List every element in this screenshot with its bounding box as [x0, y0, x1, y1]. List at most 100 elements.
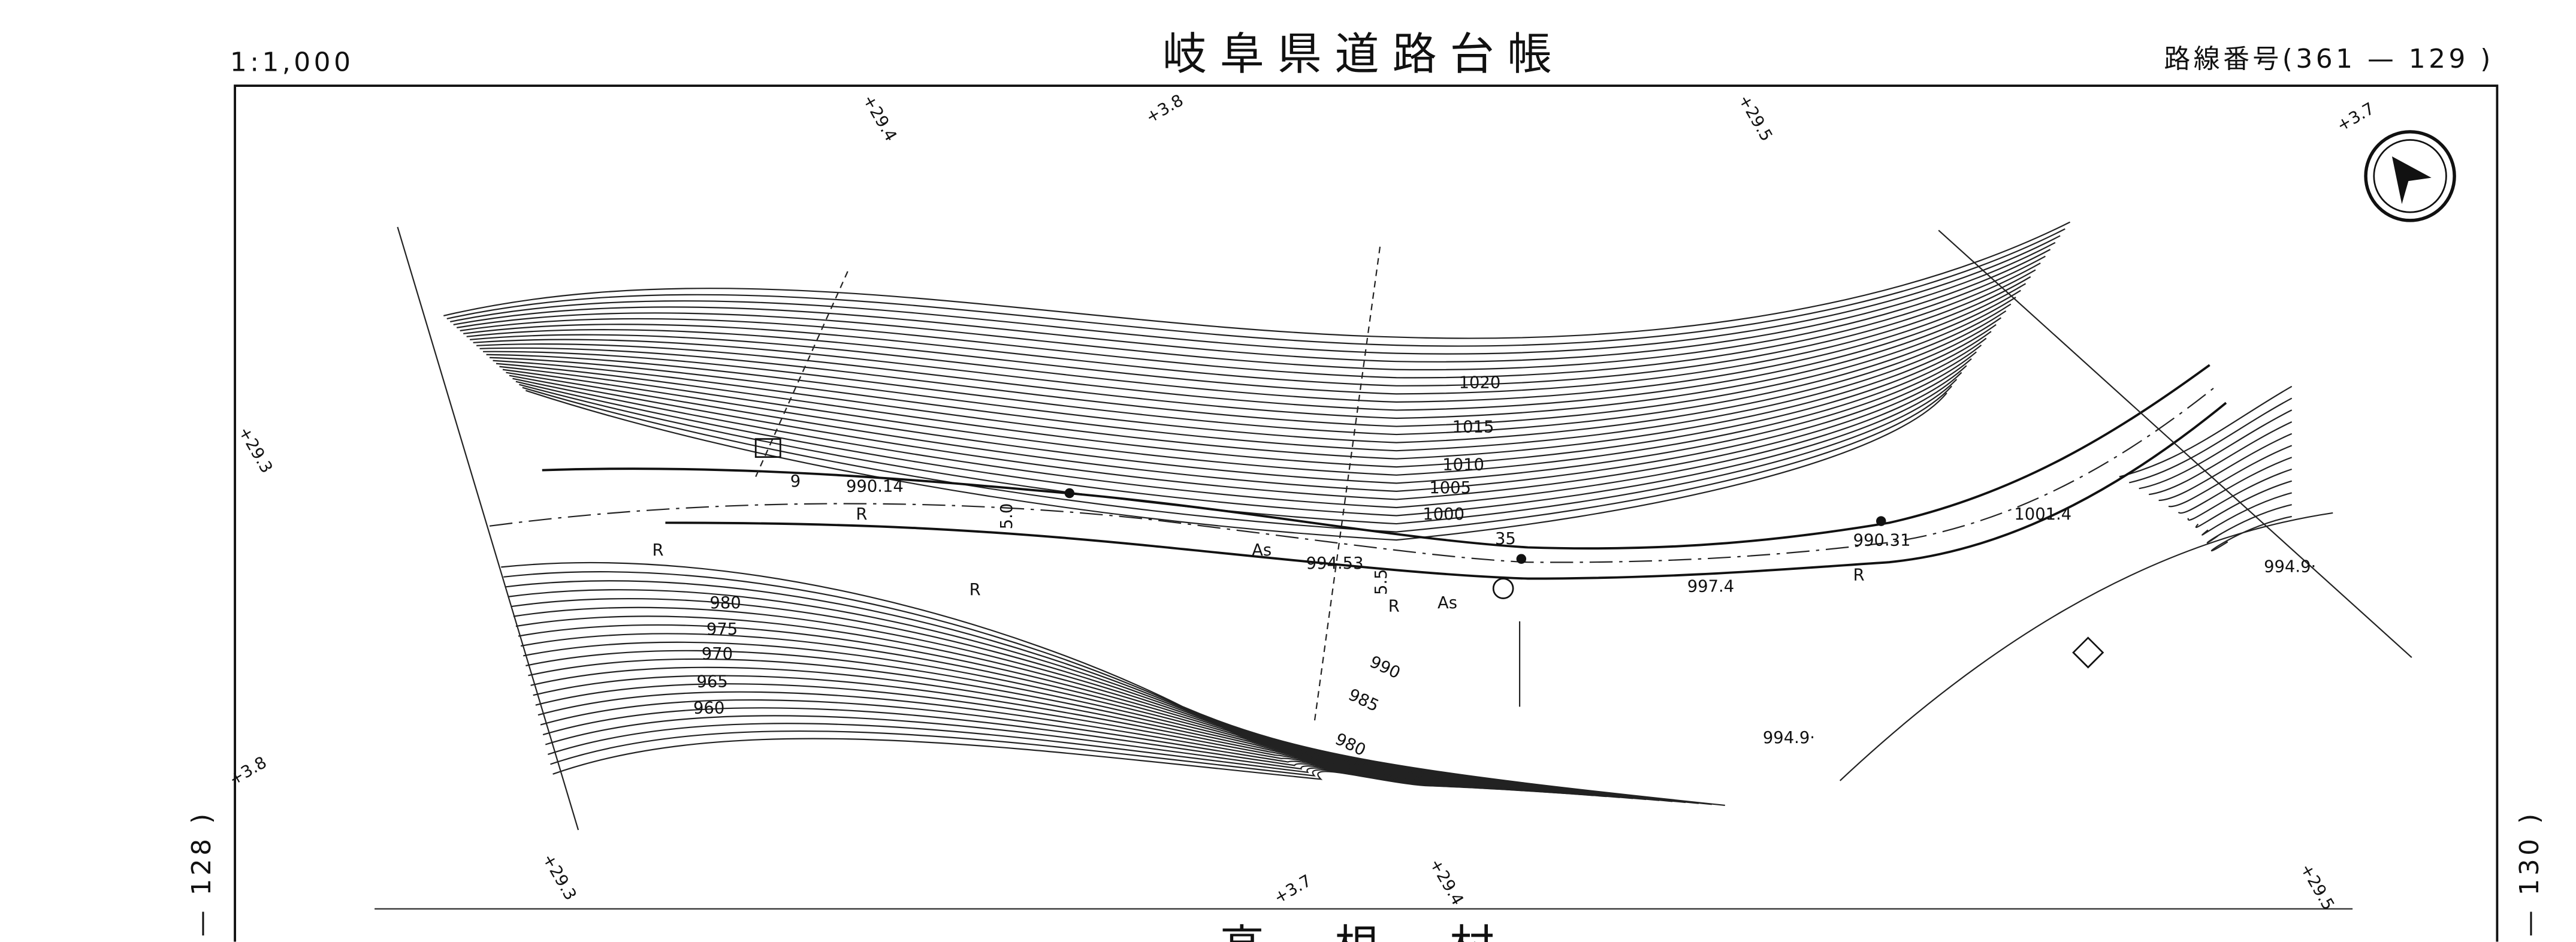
- elevation: 990.31: [1853, 532, 1911, 550]
- contour-line: [520, 633, 1620, 798]
- adjacent-sheet-left: — 128 ): [186, 810, 217, 937]
- annotation: 5.5: [1372, 569, 1391, 595]
- contour-line: [513, 606, 1660, 801]
- contour-line: [489, 317, 2002, 452]
- contour-line: [512, 365, 1967, 509]
- annotation: As: [1252, 541, 1272, 560]
- dashed-line: [755, 246, 1381, 724]
- contour-line: [2119, 385, 2293, 478]
- contour-line: [483, 303, 2012, 436]
- contour-line: [526, 650, 1594, 796]
- contour-line: [522, 385, 1952, 533]
- contour-line: [509, 358, 1972, 500]
- contour-line: [2206, 504, 2292, 544]
- contour-line: [463, 262, 2041, 387]
- contour-line: [518, 624, 1633, 799]
- annotation: 35: [1495, 530, 1516, 548]
- annotation: 9: [790, 472, 801, 491]
- map-frame: [234, 84, 2499, 942]
- contour-line: [502, 345, 1982, 484]
- contour-line: [446, 228, 2065, 347]
- contour-line: [550, 730, 1463, 787]
- contour-line: [2168, 445, 2293, 508]
- contour-label: 960: [693, 699, 724, 717]
- contour-line: [533, 675, 1554, 793]
- contour-line: [503, 571, 1712, 805]
- contour-line: [2139, 409, 2293, 490]
- contour-line: [493, 324, 1997, 460]
- contour-line: [2129, 397, 2293, 484]
- contour-label: 1005: [1429, 479, 1471, 497]
- contour-label: 1020: [1459, 374, 1501, 393]
- contour-line: [506, 580, 1699, 804]
- contour-line: [540, 699, 1515, 790]
- elevation: 994.9·: [2264, 558, 2316, 576]
- contour-label: 1015: [1452, 418, 1494, 437]
- road-edge: [665, 401, 2227, 580]
- contour-line: [552, 738, 1449, 787]
- annotation: R: [1853, 566, 1865, 584]
- contour-line: [548, 723, 1476, 788]
- contour-label: 975: [706, 620, 738, 639]
- symbol: [1492, 578, 1514, 599]
- contour-line: [537, 691, 1528, 792]
- elevation: 990.14: [846, 477, 904, 496]
- contour-line: [528, 658, 1581, 795]
- elevation: 997.4: [1687, 578, 1734, 596]
- compass: [2364, 130, 2456, 222]
- contour-line: [523, 641, 1607, 798]
- title: 岐阜県道路台帳: [1162, 29, 1565, 80]
- contour-line: [526, 390, 1947, 541]
- contour-line: [466, 269, 2036, 395]
- contour-line: [2187, 468, 2293, 521]
- contour-line: [519, 379, 1958, 525]
- contour-line: [501, 561, 1725, 807]
- annotation: R: [970, 581, 981, 599]
- contour-label: 965: [696, 673, 727, 692]
- contour-line: [486, 310, 2007, 443]
- adjacent-sheet-right: — 130 ): [2514, 810, 2545, 937]
- point: [1516, 554, 1527, 564]
- contour-line: [2201, 492, 2292, 536]
- building: [754, 438, 781, 458]
- annotation: R: [856, 505, 867, 524]
- elevation: 994.9·: [1763, 729, 1815, 747]
- point: [1064, 488, 1075, 499]
- contour-line: [515, 372, 1962, 517]
- contour-line: [2178, 457, 2293, 514]
- contour-line: [499, 337, 1987, 476]
- contour-line: [515, 615, 1647, 801]
- contour-line: [450, 235, 2061, 355]
- village-name: 高 根 村: [1220, 920, 1508, 942]
- contour-line: [545, 715, 1489, 789]
- contour-label: 980: [709, 594, 741, 612]
- contour-line: [443, 221, 2071, 339]
- contour-line: [542, 707, 1502, 790]
- annotation: 5.0: [998, 503, 1016, 530]
- annotation: R: [1388, 597, 1400, 615]
- annotation: As: [1438, 594, 1457, 612]
- contour-label: 1010: [1442, 456, 1484, 475]
- survey-line: [397, 227, 2412, 831]
- annotation: R: [652, 541, 663, 560]
- contour-line: [2158, 433, 2293, 502]
- contour-line: [535, 683, 1541, 793]
- elevation: 994.53: [1306, 554, 1364, 573]
- symbol: [2072, 636, 2104, 669]
- contour-line: [457, 249, 2051, 371]
- contour-line: [2195, 480, 2292, 528]
- contour-label: 1000: [1423, 505, 1464, 524]
- contour-line: [476, 289, 2021, 419]
- contour-line: [511, 597, 1673, 802]
- route-number: 路線番号(361 — 129 ): [2164, 44, 2494, 74]
- contour-line: [479, 297, 2016, 427]
- road-edge: [542, 364, 2210, 550]
- contour-line: [506, 351, 1977, 492]
- contour-line: [496, 331, 1992, 468]
- contour-line: [460, 255, 2046, 379]
- contour-line: [2149, 421, 2293, 496]
- contour-lines: [443, 221, 2293, 807]
- contour-line: [470, 276, 2031, 403]
